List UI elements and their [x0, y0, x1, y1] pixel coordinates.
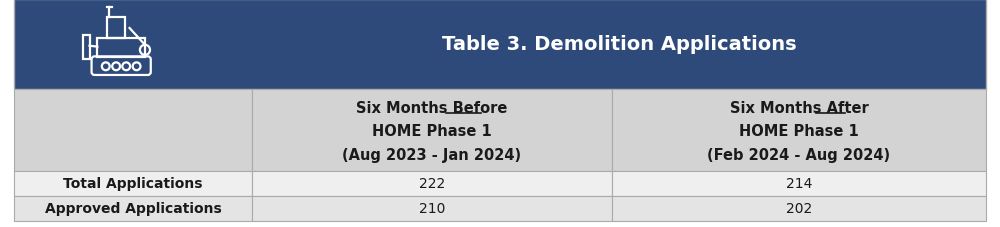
- Text: Six Months After: Six Months After: [730, 100, 868, 115]
- Bar: [612, 196, 986, 221]
- Text: 222: 222: [419, 177, 445, 191]
- Text: Total Applications: Total Applications: [63, 177, 203, 191]
- Bar: [14, 90, 252, 171]
- Text: 210: 210: [419, 202, 445, 216]
- Text: HOME Phase 1: HOME Phase 1: [739, 123, 859, 138]
- Bar: [97, 39, 145, 58]
- Bar: [83, 36, 90, 59]
- Bar: [252, 90, 612, 171]
- Bar: [107, 18, 125, 39]
- Bar: [252, 196, 612, 221]
- Bar: [14, 0, 986, 90]
- Text: HOME Phase 1: HOME Phase 1: [372, 123, 492, 138]
- Bar: [14, 171, 252, 196]
- Text: (Feb 2024 - Aug 2024): (Feb 2024 - Aug 2024): [707, 148, 890, 162]
- Bar: [612, 90, 986, 171]
- Text: 202: 202: [786, 202, 812, 216]
- Text: Approved Applications: Approved Applications: [45, 202, 221, 216]
- Bar: [612, 171, 986, 196]
- Text: Six Months Before: Six Months Before: [356, 100, 508, 115]
- Text: 214: 214: [786, 177, 812, 191]
- Text: Table 3. Demolition Applications: Table 3. Demolition Applications: [442, 35, 796, 54]
- Bar: [252, 171, 612, 196]
- Bar: [14, 196, 252, 221]
- Text: (Aug 2023 - Jan 2024): (Aug 2023 - Jan 2024): [342, 148, 522, 162]
